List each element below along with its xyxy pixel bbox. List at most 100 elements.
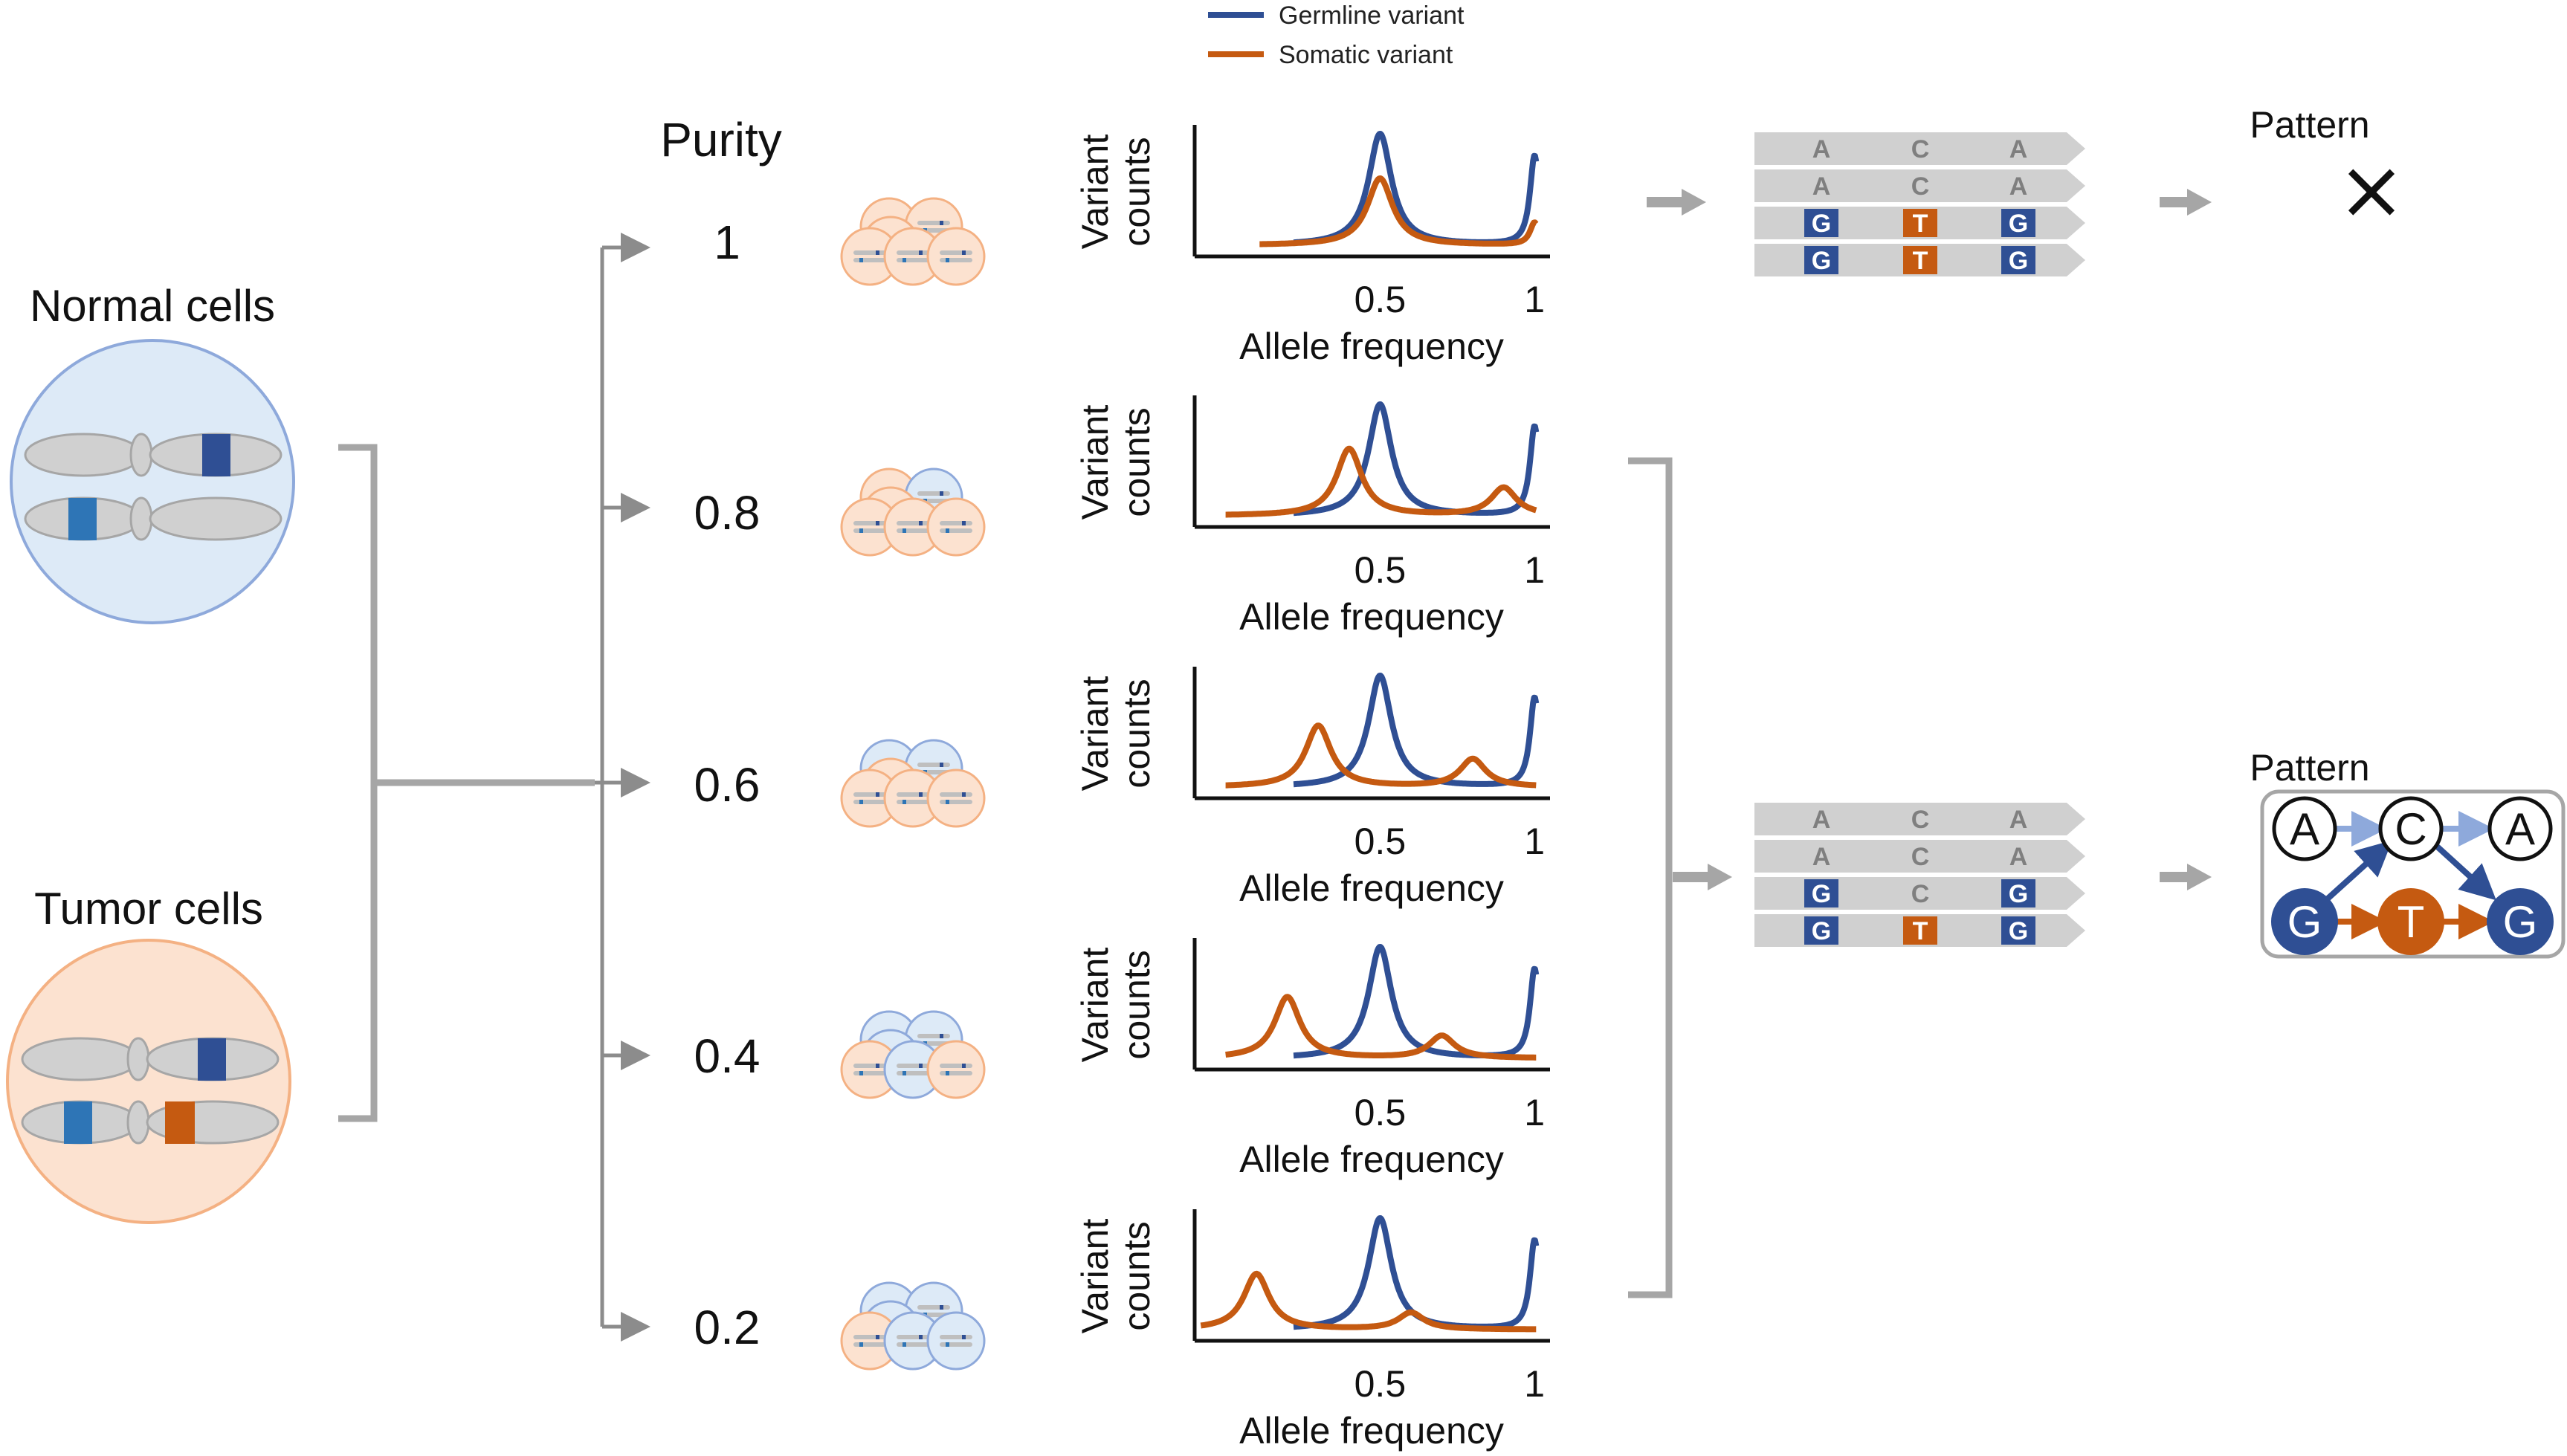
base-label: G [1812,247,1831,275]
x-tick-label: 1 [1524,821,1545,862]
variant-base-box [2001,246,2035,274]
graph-edge [2325,840,2392,902]
base-label: G [2009,210,2028,238]
tumor-chromosome-2 [21,1100,280,1145]
x-tick-label: 0.5 [1354,549,1407,591]
base-label: A [1812,806,1831,834]
tumor-cells-label: Tumor cells [34,884,263,934]
somatic-series-line [1224,722,1538,789]
cell-cluster-icon [840,197,986,286]
y-axis-label: Variantcounts [1074,948,1157,1063]
base-label: A [1812,843,1831,871]
graph-node [2487,796,2553,861]
base-label: A [2009,135,2028,164]
allele-frequency-plot: Variantcounts 0.5 1 Allele frequency [1074,1209,1550,1452]
somatic-variant-marker [165,1101,195,1144]
variant-base-box [1903,246,1937,274]
base-label: G [2009,917,2028,945]
x-tick-label: 1 [1524,1363,1545,1405]
variant-base-box [1804,209,1838,237]
y-axis-label: Variantcounts [1074,405,1157,520]
base-label: T [1913,247,1928,275]
graph-node [2487,888,2554,955]
purity-tree [595,233,650,1342]
x-tick-label: 1 [1524,1092,1545,1133]
base-label: C [1911,843,1930,871]
base-label: A [1812,135,1831,164]
variant-base-box [2001,879,2035,907]
base-label: G [2009,247,2028,275]
base-label: A [1812,172,1831,201]
variant-base-box [1804,916,1838,945]
graph-edge [2432,842,2496,901]
normal-cell-icon [10,339,295,624]
variant-base-box [1903,209,1937,237]
base-label: T [1913,210,1928,238]
pattern-bottom: Pattern A C A G T G [2250,747,2566,959]
variant-base-box [1903,916,1937,945]
allele-frequency-plot: Variantcounts 0.5 1 Allele frequency [1074,938,1550,1180]
sequencing-reads-bottom: A C AA C AG C GG T G [1754,803,2085,947]
germline-variant-marker [198,1038,226,1081]
somatic-series-line [1224,994,1538,1061]
grouping-bracket [1628,457,1673,1298]
variant-base-box [1804,879,1838,907]
cell [926,497,986,557]
base-label: C [1911,172,1930,201]
x-axis-label: Allele frequency [1239,596,1504,638]
base-label: G [1812,880,1831,908]
cell-clusters [840,197,986,1371]
tumor-cell-group: Tumor cells [6,884,291,1224]
purity-level-label: 0.4 [694,1029,761,1083]
base-label: T [1913,917,1928,945]
purity-level-label: 0.2 [694,1301,761,1354]
cell-cluster-icon [840,467,986,557]
purity-level-label: 0.8 [694,486,761,540]
graph-node [2272,796,2337,861]
graph-node-label: A [2290,804,2319,854]
normal-cells-label: Normal cells [30,281,275,331]
graph-node [2378,796,2444,861]
no-pattern-cross-icon: × [2337,142,2406,237]
base-label: C [1911,135,1930,164]
purity-level-label: 1 [714,216,740,269]
legend: Germline variant Somatic variant [1208,1,1465,69]
y-axis-label: Variantcounts [1074,676,1157,792]
normal-chromosome-2 [24,496,282,541]
somatic-series-line [1199,1270,1538,1333]
tumor-chromosome-1 [21,1037,280,1081]
somatic-series-line [1224,445,1538,518]
legend-germline-label: Germline variant [1279,1,1465,30]
tumor-cell-icon [6,939,291,1224]
cell [926,227,986,286]
normal-cell-group: Normal cells [10,281,295,624]
x-axis-label: Allele frequency [1239,867,1504,909]
pattern-top-title: Pattern [2250,104,2369,146]
cell-cluster-icon [840,739,986,828]
germline-variant-marker [202,434,230,476]
flow-arrows [1647,189,2212,890]
graph-node [2271,888,2338,955]
x-tick-label: 0.5 [1354,1363,1407,1405]
base-label: G [1812,917,1831,945]
germline-series-line [1291,131,1540,246]
base-label: C [1911,880,1930,908]
graph-node-label: A [2505,804,2535,854]
mixing-bracket [338,444,595,1122]
base-label: C [1911,806,1930,834]
variant-base-box [2001,916,2035,945]
graph-node-label: T [2398,897,2425,947]
base-label: A [2009,172,2028,201]
cell [926,1040,986,1099]
base-label: G [1812,210,1831,238]
allele-frequency-plot: Variantcounts 0.5 1 Allele frequency [1074,667,1550,909]
germline-series-line [1291,401,1540,517]
